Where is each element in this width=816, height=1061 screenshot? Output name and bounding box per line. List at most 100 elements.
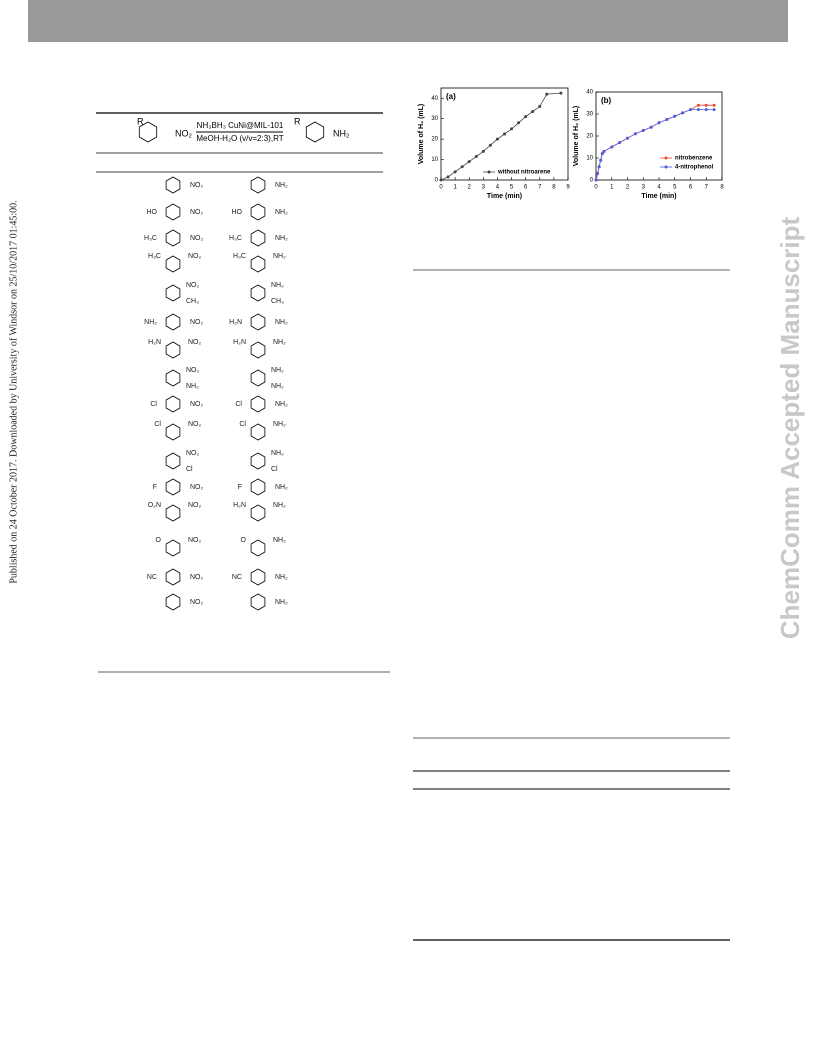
benzene-ring [165,176,181,194]
benzene-ring [165,539,181,557]
data-point [439,178,443,182]
benzene-ring [250,313,266,331]
substituent: Cl [239,421,246,428]
data-point [460,165,464,169]
y-axis-label: Volume of H₂ (mL) [573,106,580,167]
data-point [712,103,716,107]
substituent: NO₂ [190,319,204,326]
substituent: NH₂ [186,383,199,390]
substituent: NH₂ [275,599,288,606]
x-tick-label: 4 [657,185,661,191]
x-tick-label: 5 [510,185,514,191]
substituent: NH₂ [273,421,286,428]
benzene-ring [165,203,181,221]
substituent: H₃C [229,235,242,242]
data-point [689,108,692,112]
substituent: Cl [271,466,278,473]
data-point [704,103,708,107]
data-point [696,108,700,112]
benzene-ring [165,395,181,413]
benzene-ring [250,203,266,221]
substituent: NH₂ [271,383,284,390]
legend-label: 4-nitrophenol [675,165,714,171]
x-tick-label: 6 [524,185,528,191]
substituent: CH₃ [186,298,199,305]
conditions: MeOH-H₂O (v/v=2:3),RT [196,134,283,143]
x-tick-label: 9 [566,185,570,191]
substituent: NH₂ [275,319,288,326]
x-tick-label: 8 [552,185,556,191]
x-tick-label: 1 [610,185,614,191]
legend-label: nitrobenzene [675,156,713,162]
substituent: NO₂ [186,282,200,289]
benzene-ring [165,593,181,611]
x-tick-label: 0 [594,185,598,191]
y-tick-label: 0 [590,178,594,184]
benzene-ring [250,395,266,413]
benzene-ring [250,539,266,557]
substituent: NO₂ [190,182,204,189]
x-tick-label: 7 [705,185,709,191]
substituent: H₃C [144,235,157,242]
benzene-ring [250,568,266,586]
data-point [673,114,677,118]
reagent: NH₃BH₃ CuNi@MIL-101 [197,121,284,130]
plot-frame [440,87,569,181]
data-point [610,145,614,149]
x-tick-label: 8 [720,185,724,191]
legend-swatch [664,156,668,160]
data-point [681,111,685,115]
y-tick-label: 0 [435,178,439,184]
data-point [545,92,549,96]
benzene-ring [250,452,266,470]
panel-label: (a) [446,92,456,101]
substituent: NO₂ [188,502,202,509]
benzene-ring [165,452,181,470]
rules [96,112,730,941]
benzene-ring [165,341,181,359]
benzene-ring [165,255,181,273]
y-tick-label: 30 [431,116,438,122]
substituent: NO₂ [190,235,204,242]
substituent: F [238,484,242,491]
benzene-ring [250,341,266,359]
substituent: NH₂ [275,574,288,581]
x-axis-label: Time (min) [487,193,522,200]
benzene-ring [250,284,266,302]
data-point [495,137,499,141]
substituent: F [153,484,157,491]
data-point [517,121,521,125]
legend-label: without nitroarene [497,170,551,176]
data-point [600,152,604,156]
side-note: Published on 24 October 2017. Downloaded… [8,200,19,583]
benzene-ring [165,504,181,522]
substituent: NO₂ [190,484,204,491]
x-tick-label: 4 [496,185,500,191]
x-tick-label: 2 [626,185,630,191]
substituent: HO [232,209,243,216]
benzene-ring [165,284,181,302]
substituent: NH₂ [271,282,284,289]
substituent: NH₂ [275,182,288,189]
data-point [481,149,485,153]
x-tick-label: 7 [538,185,542,191]
y-tick-label: 10 [586,156,593,162]
substituent: NO₂ [186,367,200,374]
y-tick-label: 10 [431,157,438,163]
benzene-ring [165,568,181,586]
y-tick-label: 40 [586,90,593,96]
benzene-ring [165,478,181,496]
data-point [649,125,653,129]
x-tick-label: 3 [642,185,646,191]
substituent: NH₂ [273,253,286,260]
benzene-ring [138,121,158,143]
benzene-ring [250,504,266,522]
substituent: H₂N [148,339,161,346]
benzene-ring [250,229,266,247]
y-tick-label: 20 [586,134,593,140]
panel-label: (b) [601,96,612,105]
y-tick-label: 40 [431,96,438,102]
substituent: H₂N [229,319,242,326]
data-point [531,110,535,114]
data-point [712,108,716,112]
